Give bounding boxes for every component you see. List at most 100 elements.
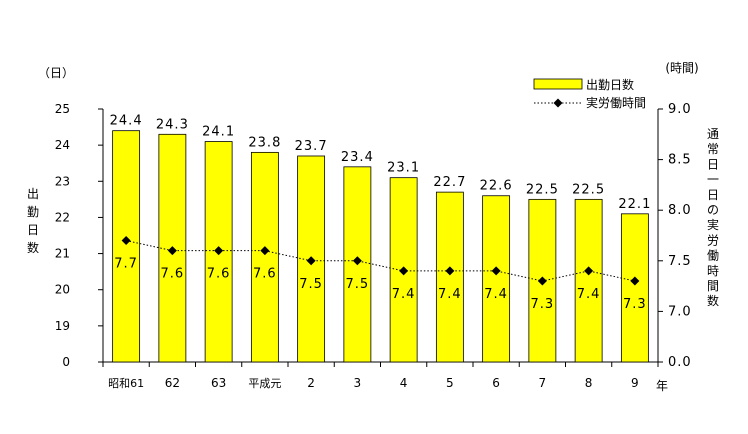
right-axis-title-char: 時 [707, 264, 719, 278]
right-axis-title-char: 通 [707, 127, 719, 141]
legend-bar-swatch [533, 78, 583, 90]
bar-value-label: 23.1 [387, 161, 420, 176]
left-axis-title-char: 勤 [27, 205, 39, 219]
hours-data-labels: 7.7 7.6 7.6 7.6 7.5 7.5 7.4 7.4 7.4 7.3 7.4 7.3 [114, 257, 647, 312]
right-axis-title-char: 数 [707, 293, 719, 308]
right-axis-title-char: 日 [707, 157, 719, 171]
bar-0 [112, 130, 141, 363]
hours-point-2 [214, 246, 224, 256]
bar-value-label: 24.1 [202, 125, 235, 140]
x-tick-label: 9 [631, 376, 639, 390]
hours-value-label: 7.5 [299, 277, 323, 292]
bar-value-label: 24.4 [110, 114, 143, 129]
right-axis-title-char: 日 [707, 188, 719, 202]
right-axis-title-char: 一 [707, 173, 719, 187]
right-tick-label: 8.5 [668, 153, 692, 168]
hours-line [121, 236, 640, 286]
left-tick-label: 25 [55, 102, 70, 116]
hours-point-8 [491, 266, 501, 276]
hours-point-0 [121, 236, 131, 246]
hours-value-label: 7.7 [114, 257, 138, 272]
right-axis-title-char: 実 [707, 217, 719, 232]
right-axis-unit: (時間) [665, 61, 698, 75]
hours-point-5 [352, 256, 362, 266]
left-axis-title-char: 出 [27, 187, 39, 201]
hours-point-7 [445, 266, 455, 276]
bar-10 [574, 198, 603, 363]
hours-point-9 [537, 276, 547, 286]
bar-value-label: 23.4 [341, 150, 374, 165]
bar-11 [620, 213, 649, 363]
hours-point-10 [584, 266, 594, 276]
right-tick-label: 7.0 [668, 304, 692, 319]
hours-value-label: 7.3 [531, 297, 555, 312]
bar-3 [250, 151, 279, 363]
hours-value-label: 7.4 [438, 287, 462, 302]
bar-value-label: 22.5 [572, 182, 605, 197]
x-tick-label: 昭和61 [108, 377, 144, 390]
hours-value-label: 7.6 [161, 267, 185, 282]
right-tick-label: 9.0 [668, 102, 692, 117]
right-axis-title-char: の [707, 203, 719, 217]
x-tick-label: 63 [211, 376, 226, 390]
legend-line-marker [553, 98, 563, 108]
right-tick-label: 8.0 [668, 203, 692, 218]
x-tick-label: 2 [307, 376, 315, 390]
hours-point-6 [399, 266, 409, 276]
bar-value-label: 22.5 [526, 182, 559, 197]
right-tick-label: 0.0 [668, 355, 692, 370]
hours-value-label: 7.5 [346, 277, 370, 292]
legend-line-label: 実労働時間 [586, 95, 646, 110]
hours-value-label: 7.4 [577, 287, 601, 302]
right-axis-title-char: 働 [707, 249, 719, 263]
bar-value-label: 22.7 [433, 175, 466, 190]
left-tick-label: 19 [55, 319, 70, 333]
right-axis-title-char: 間 [707, 279, 719, 293]
x-tick-label: 62 [165, 376, 180, 390]
hours-value-label: 7.6 [207, 267, 231, 282]
x-axis-ticks: 昭和61 62 63 平成元 2 3 4 5 6 7 8 9 年 [102, 362, 668, 393]
right-axis-title-char: 常 [707, 142, 719, 156]
x-tick-label: 3 [354, 376, 362, 390]
left-axis-title-char: 数 [27, 240, 39, 255]
left-axis-unit: （日） [38, 66, 74, 80]
x-tick-label: 8 [585, 376, 593, 390]
bar-value-label: 24.3 [156, 117, 189, 132]
left-tick-label: 21 [55, 247, 70, 261]
hours-value-label: 7.6 [253, 267, 277, 282]
bar-value-label: 22.1 [618, 197, 651, 212]
bar-value-label: 22.6 [480, 179, 513, 194]
left-tick-label: 23 [55, 174, 70, 188]
left-tick-label: 0 [62, 355, 70, 369]
bar-8 [482, 195, 511, 363]
x-tick-label: 6 [492, 376, 500, 390]
hours-value-label: 7.3 [623, 297, 647, 312]
bar-value-label: 23.7 [295, 139, 328, 154]
x-tick-label: 4 [400, 376, 408, 390]
hours-point-4 [306, 256, 316, 266]
bar-value-label: 23.8 [248, 135, 281, 150]
hours-line-path [126, 240, 635, 282]
legend-bar-label: 出勤日数 [586, 77, 634, 92]
x-tick-label: 7 [539, 376, 547, 390]
hours-point-3 [260, 246, 270, 256]
left-tick-label: 20 [55, 283, 70, 297]
right-axis-title-char: 労 [707, 233, 719, 247]
left-tick-label: 22 [55, 210, 70, 224]
x-axis-unit: 年 [656, 379, 668, 393]
right-axis-ticks: 0.0 7.0 7.5 8.0 8.5 9.0 [658, 102, 692, 370]
x-tick-label: 5 [446, 376, 454, 390]
bar-7 [435, 191, 464, 363]
hours-value-label: 7.4 [484, 287, 508, 302]
bars [112, 130, 649, 363]
bar-data-labels: 24.4 24.3 24.1 23.8 23.7 23.4 23.1 22.7 22.6 22.5… [110, 114, 651, 212]
hours-value-label: 7.4 [392, 287, 416, 302]
hours-point-11 [630, 276, 640, 286]
left-axis-title-char: 日 [27, 223, 39, 237]
left-axis-ticks: 0 19 20 21 22 23 24 25 [55, 102, 103, 369]
hours-point-1 [167, 246, 177, 256]
left-tick-label: 24 [55, 138, 70, 152]
